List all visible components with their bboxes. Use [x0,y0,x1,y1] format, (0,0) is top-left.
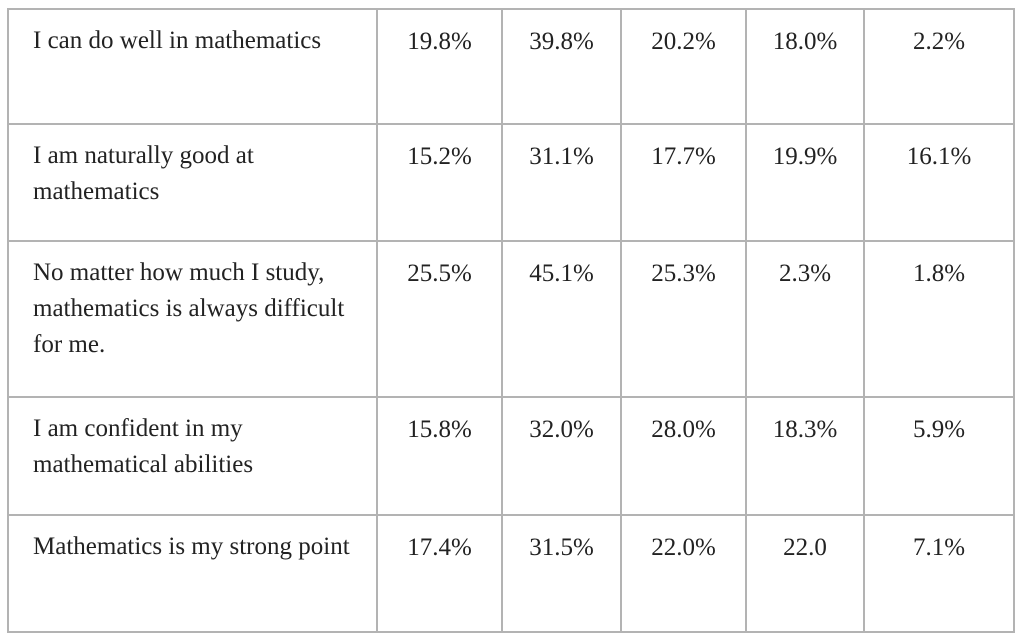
percentage-cell: 1.8% [863,240,1015,398]
percentage-cell: 18.3% [745,396,865,516]
table-row: I can do well in mathematics 19.8% 39.8%… [7,8,1015,125]
survey-results-table: I can do well in mathematics 19.8% 39.8%… [7,8,1015,633]
table-row: I am naturally good at mathematics 15.2%… [7,123,1015,242]
table-row: I am confident in my mathematical abilit… [7,396,1015,516]
percentage-cell: 39.8% [501,8,622,125]
percentage-cell: 19.8% [376,8,503,125]
percentage-cell: 17.4% [376,514,503,633]
table-row: Mathematics is my strong point 17.4% 31.… [7,514,1015,633]
percentage-cell: 25.5% [376,240,503,398]
percentage-cell: 15.8% [376,396,503,516]
percentage-cell: 18.0% [745,8,865,125]
percentage-cell: 2.2% [863,8,1015,125]
percentage-cell: 2.3% [745,240,865,398]
percentage-cell: 17.7% [620,123,747,242]
statement-cell: Mathematics is my strong point [7,514,378,633]
percentage-cell: 5.9% [863,396,1015,516]
percentage-cell: 22.0% [620,514,747,633]
percentage-cell: 25.3% [620,240,747,398]
percentage-cell: 20.2% [620,8,747,125]
percentage-cell: 32.0% [501,396,622,516]
percentage-cell: 22.0 [745,514,865,633]
statement-cell: I am naturally good at mathematics [7,123,378,242]
percentage-cell: 19.9% [745,123,865,242]
table-row: No matter how much I study, mathematics … [7,240,1015,398]
percentage-cell: 31.5% [501,514,622,633]
percentage-cell: 16.1% [863,123,1015,242]
percentage-cell: 15.2% [376,123,503,242]
statement-cell: I can do well in mathematics [7,8,378,125]
statement-cell: No matter how much I study, mathematics … [7,240,378,398]
statement-cell: I am confident in my mathematical abilit… [7,396,378,516]
percentage-cell: 45.1% [501,240,622,398]
percentage-cell: 28.0% [620,396,747,516]
percentage-cell: 7.1% [863,514,1015,633]
percentage-cell: 31.1% [501,123,622,242]
